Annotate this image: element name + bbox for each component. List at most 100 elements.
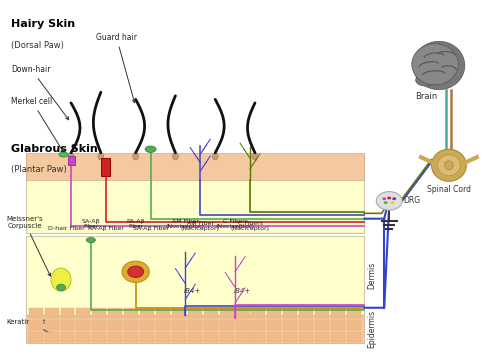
Bar (76, 308, 90, 318)
Bar (172, 308, 186, 318)
Circle shape (387, 197, 391, 200)
Bar (60, 308, 74, 318)
Bar (236, 332, 250, 341)
Ellipse shape (172, 153, 178, 160)
Bar (331, 332, 345, 341)
Ellipse shape (444, 161, 453, 170)
Bar (140, 308, 154, 318)
Ellipse shape (86, 238, 96, 243)
Bar (156, 332, 170, 341)
Circle shape (382, 197, 386, 200)
Bar (331, 308, 345, 318)
Bar (236, 320, 250, 330)
Bar (44, 332, 59, 341)
Bar (299, 332, 313, 341)
Text: IB4+: IB4+ (184, 288, 202, 294)
Bar (28, 332, 42, 341)
Bar (60, 320, 74, 330)
Text: D-hair Fiber: D-hair Fiber (48, 226, 84, 231)
Bar (140, 320, 154, 330)
Bar (76, 332, 90, 341)
Text: Meissner's
Corpuscle: Meissner's Corpuscle (6, 216, 51, 276)
Bar (124, 308, 138, 318)
Bar (284, 320, 297, 330)
Text: AM Fiber
(Nociceptor): AM Fiber (Nociceptor) (166, 219, 205, 229)
Ellipse shape (132, 153, 138, 160)
Text: (Plantar Paw): (Plantar Paw) (12, 165, 67, 174)
Text: Epidermis: Epidermis (367, 310, 376, 348)
Circle shape (56, 284, 66, 291)
Text: C Fibers
(Nociceptor): C Fibers (Nociceptor) (230, 221, 270, 231)
Bar (188, 320, 202, 330)
Bar (236, 308, 250, 318)
Bar (108, 320, 122, 330)
Ellipse shape (412, 44, 459, 85)
Bar (220, 308, 234, 318)
Bar (331, 320, 345, 330)
Bar (252, 320, 266, 330)
Bar (172, 332, 186, 341)
Bar (92, 308, 106, 318)
Circle shape (392, 197, 396, 200)
Bar (92, 332, 106, 341)
Ellipse shape (432, 149, 466, 181)
Bar (252, 332, 266, 341)
Bar (347, 308, 361, 318)
Bar (68, 157, 75, 165)
Text: AM Fiber
(Nociceptor): AM Fiber (Nociceptor) (181, 221, 220, 231)
Bar (220, 332, 234, 341)
Bar (299, 308, 313, 318)
Text: DRG: DRG (403, 196, 420, 205)
Bar (268, 332, 281, 341)
Bar (268, 320, 281, 330)
Bar (315, 308, 329, 318)
Bar (188, 332, 202, 341)
Text: IB4+: IB4+ (234, 288, 251, 294)
Text: Spinal Cord: Spinal Cord (427, 185, 471, 194)
Text: Down-hair: Down-hair (12, 65, 68, 120)
Bar (124, 332, 138, 341)
Text: C Fibers
(Nociceptor): C Fibers (Nociceptor) (216, 219, 254, 229)
Circle shape (384, 201, 388, 204)
Text: Merkel cell: Merkel cell (12, 97, 64, 153)
Text: Dermis: Dermis (367, 262, 376, 289)
Bar (28, 320, 42, 330)
Ellipse shape (212, 153, 218, 160)
Ellipse shape (122, 261, 150, 283)
Circle shape (376, 192, 402, 210)
Bar (315, 320, 329, 330)
Bar (44, 308, 59, 318)
Ellipse shape (416, 74, 436, 86)
Bar (268, 308, 281, 318)
Bar (60, 332, 74, 341)
Bar (172, 320, 186, 330)
Bar (299, 320, 313, 330)
Bar (252, 308, 266, 318)
Bar (92, 320, 106, 330)
Bar (28, 308, 42, 318)
Bar (204, 308, 218, 318)
Bar (156, 308, 170, 318)
Bar (101, 158, 110, 176)
Bar (284, 308, 297, 318)
Bar (315, 332, 329, 341)
Bar (156, 320, 170, 330)
Ellipse shape (98, 153, 104, 160)
Bar (220, 320, 234, 330)
Ellipse shape (68, 153, 74, 160)
Text: RA-Aβ Fiber: RA-Aβ Fiber (88, 226, 124, 231)
Bar (108, 332, 122, 341)
Circle shape (390, 201, 394, 204)
Bar (188, 308, 202, 318)
Bar (284, 332, 297, 341)
Ellipse shape (252, 153, 258, 160)
Ellipse shape (51, 268, 71, 291)
Text: Brain: Brain (416, 92, 438, 101)
Ellipse shape (413, 41, 465, 90)
Bar (140, 332, 154, 341)
Bar (26, 237, 364, 315)
Text: RA-Aβ
Fiber: RA-Aβ Fiber (126, 219, 145, 229)
Circle shape (128, 266, 144, 278)
Bar (76, 320, 90, 330)
Text: Glabrous Skin: Glabrous Skin (12, 144, 98, 154)
